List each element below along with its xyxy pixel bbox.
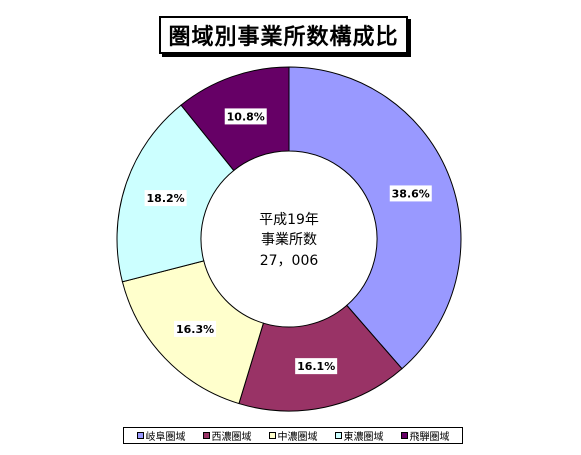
- legend-swatch: [202, 432, 210, 439]
- slice-label-background: [295, 358, 338, 375]
- pie-slice: [288, 66, 462, 370]
- legend-label: 岐阜圏域: [145, 432, 186, 443]
- slice-label-text: 16.1%: [297, 360, 335, 373]
- center-line-label: 事業所数: [261, 232, 317, 248]
- slice-label: 16.1%: [295, 358, 338, 375]
- slice-label-text: 10.8%: [227, 110, 265, 123]
- slice-label: 38.6%: [389, 185, 432, 202]
- legend-label: 飛騨圏域: [409, 432, 450, 443]
- legend-label: 東濃圏域: [343, 432, 384, 443]
- slice-label: 10.8%: [224, 108, 267, 125]
- slice-label-text: 18.2%: [147, 192, 185, 205]
- slice-label: 16.3%: [174, 320, 217, 337]
- slice-label-text: 16.3%: [176, 323, 214, 336]
- slice-label-background: [389, 185, 432, 202]
- slice-label-text: 38.6%: [392, 187, 430, 200]
- chart-legend: 岐阜圏域 西濃圏域 中濃圏域 東濃圏域 飛騨圏域: [123, 427, 463, 444]
- slice-label-background: [144, 190, 187, 207]
- chart-title: 圏域別事業所数構成比: [159, 16, 408, 54]
- legend-label: 中濃圏域: [277, 432, 318, 443]
- center-line-year: 平成19年: [259, 212, 319, 228]
- legend-swatch: [334, 432, 342, 439]
- legend-item: 東濃圏域: [334, 428, 384, 443]
- legend-item: 飛騨圏域: [400, 428, 450, 443]
- legend-label: 西濃圏域: [211, 432, 252, 443]
- legend-item: 中濃圏域: [268, 428, 318, 443]
- legend-swatch: [268, 432, 276, 439]
- legend-swatch: [400, 432, 408, 439]
- slice-label-background: [224, 108, 267, 125]
- legend-swatch: [136, 432, 144, 439]
- center-line-total: 27，006: [260, 253, 319, 269]
- legend-item: 岐阜圏域: [136, 428, 186, 443]
- slice-label-background: [174, 320, 217, 337]
- slice-label: 18.2%: [144, 190, 187, 207]
- legend-item: 西濃圏域: [202, 428, 252, 443]
